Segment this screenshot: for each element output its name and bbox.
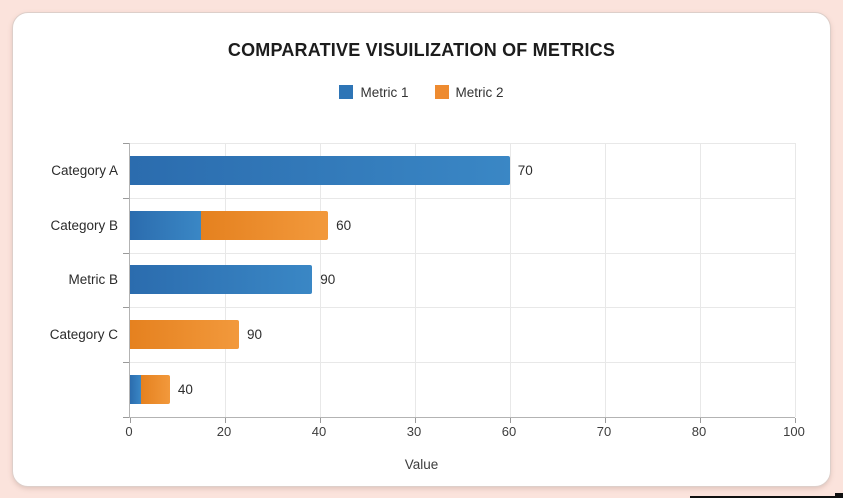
y-axis-tick-mark — [123, 252, 129, 254]
bar-value-label: 40 — [177, 382, 193, 398]
x-axis-tick-mark — [225, 418, 226, 423]
legend: Metric 1 Metric 2 — [13, 84, 830, 100]
legend-entry-metric1: Metric 1 — [339, 84, 409, 100]
gridline-horizontal — [130, 143, 795, 144]
bar-row: 90 — [130, 253, 795, 308]
screen-edge-artifact-block — [835, 493, 843, 498]
bar-segment-metric1 — [130, 265, 313, 295]
x-axis-tick-label: 0 — [125, 424, 133, 439]
y-axis-category-labels: Category A Category B Metric B Category C — [13, 143, 118, 417]
category-label: Category C — [49, 327, 118, 343]
bar-segment-metric1 — [130, 210, 202, 240]
gridline-horizontal — [130, 197, 795, 199]
x-axis-tick-mark — [605, 418, 606, 423]
bar-segment-metric2 — [140, 375, 170, 405]
screen-edge-artifact-line — [690, 496, 843, 498]
bar-segment-metric1 — [130, 375, 141, 405]
bar-segment-metric2 — [201, 210, 329, 240]
legend-entry-metric2: Metric 2 — [434, 84, 504, 100]
bar-row: 60 — [130, 198, 795, 253]
bar-segment-metric1 — [130, 155, 510, 185]
gridline-horizontal — [130, 252, 795, 254]
legend-label-metric2: Metric 2 — [455, 84, 504, 100]
x-axis-tick-label: 80 — [691, 424, 707, 439]
legend-label-metric1: Metric 1 — [360, 84, 409, 100]
metric2-swatch-icon — [434, 85, 449, 99]
x-axis-title: Value — [404, 457, 439, 472]
x-axis-tick-mark — [320, 418, 321, 423]
bar-row: 90 — [130, 307, 795, 362]
chart-title: COMPARATIVE VISUILIZATION OF METRICS — [227, 40, 616, 60]
chart-card: COMPARATIVE VISUILIZATION OF METRICS Met… — [12, 12, 831, 487]
bar-value-label: 70 — [517, 162, 533, 178]
x-axis-tick-mark — [700, 418, 701, 423]
y-axis-tick-mark — [123, 143, 129, 144]
bar-value-label: 90 — [247, 327, 263, 343]
x-axis-tick-label: 30 — [406, 424, 422, 439]
gridline-vertical — [605, 143, 606, 417]
y-axis-tick-mark — [123, 417, 129, 418]
x-axis-tick-mark — [795, 418, 796, 423]
bar-segment-metric2 — [130, 320, 240, 350]
y-axis-tick-mark — [123, 362, 129, 364]
metric1-swatch-icon — [339, 85, 354, 99]
gridline-vertical — [700, 143, 701, 417]
x-axis-tick-label: 100 — [783, 424, 805, 439]
bar-row: 70 — [130, 143, 795, 198]
gridline-vertical — [510, 143, 511, 417]
x-axis-tick-labels: 0 20 40 30 60 70 80 100 — [125, 424, 804, 440]
category-label: Metric B — [68, 272, 118, 288]
x-axis-tick-mark — [415, 418, 416, 423]
category-label — [13, 362, 118, 417]
y-axis-tick-mark — [123, 197, 129, 199]
category-label: Category B — [50, 217, 118, 233]
gridline-vertical — [795, 143, 796, 417]
x-axis-tick-label: 40 — [311, 424, 327, 439]
category-label: Category A — [51, 162, 118, 178]
x-axis-tick-label: 20 — [216, 424, 232, 439]
bar-row: 40 — [130, 362, 795, 417]
gridline-horizontal — [130, 307, 795, 309]
x-axis-tick-label: 60 — [501, 424, 517, 439]
x-axis-tick-mark — [130, 418, 131, 423]
y-axis-tick-mark — [123, 307, 129, 309]
bar-value-label: 60 — [336, 217, 352, 233]
plot-area: 70 60 90 90 40 — [123, 143, 796, 423]
gridline-vertical — [415, 143, 416, 417]
bar-value-label: 90 — [320, 272, 336, 288]
gridline-vertical — [320, 143, 321, 417]
x-axis-tick-mark — [510, 418, 511, 423]
gridline-horizontal — [130, 362, 795, 364]
x-axis-tick-label: 70 — [596, 424, 612, 439]
